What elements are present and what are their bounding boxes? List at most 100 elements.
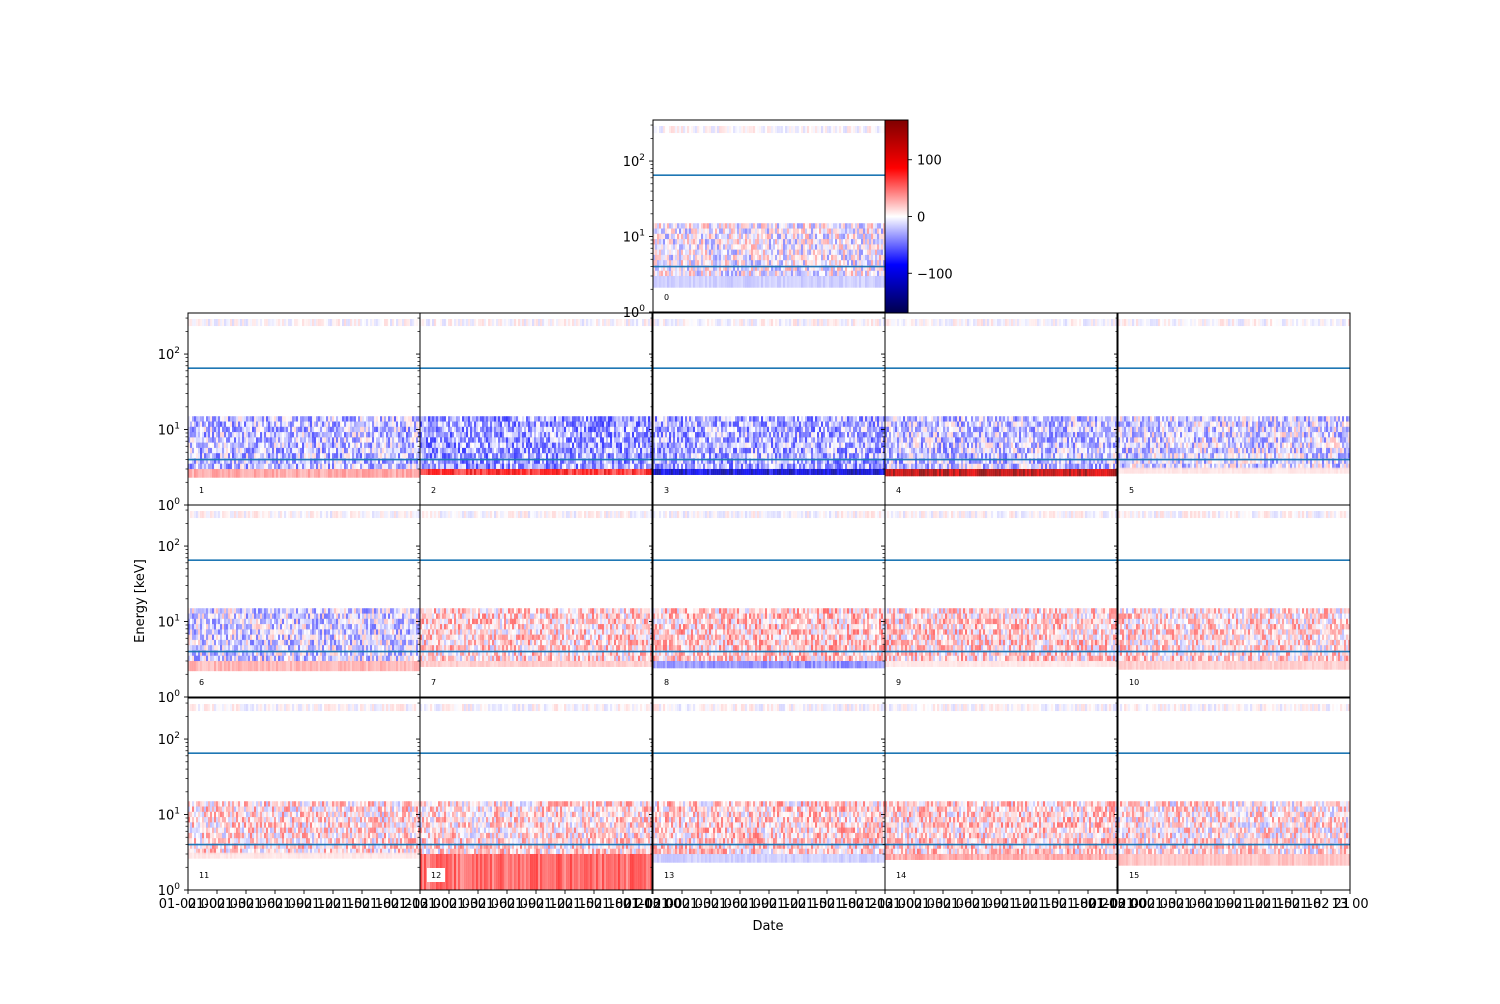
heatmap-cell xyxy=(745,234,747,240)
heatmap-cell xyxy=(855,223,857,229)
heatmap-cell xyxy=(494,319,496,326)
heatmap-cell xyxy=(640,319,642,326)
heatmap-cell xyxy=(779,223,781,229)
heatmap-cell xyxy=(550,319,552,326)
heatmap-cell xyxy=(600,432,602,438)
heatmap-cell xyxy=(705,427,707,433)
heatmap-cell xyxy=(749,244,751,250)
heatmap-cell xyxy=(382,432,384,438)
heatmap-cell xyxy=(777,416,779,422)
heatmap-cell xyxy=(464,453,466,459)
heatmap-cell xyxy=(472,443,474,449)
heatmap-cell xyxy=(665,422,667,428)
heatmap-cell xyxy=(480,319,482,326)
heatmap-cell xyxy=(242,427,244,433)
heatmap-cell xyxy=(819,126,821,133)
heatmap-cell xyxy=(380,448,382,454)
heatmap-cell xyxy=(590,437,592,443)
heatmap-cell xyxy=(697,464,699,470)
heatmap-cell xyxy=(472,416,474,422)
heatmap-cell xyxy=(334,448,336,454)
heatmap-cell xyxy=(252,464,254,470)
heatmap-cell xyxy=(763,234,765,240)
heatmap-cell xyxy=(807,229,809,235)
heatmap-cell xyxy=(622,432,624,438)
heatmap-cell xyxy=(741,427,743,433)
heatmap-cell xyxy=(685,271,687,277)
heatmap-cell xyxy=(534,319,536,326)
heatmap-cell xyxy=(210,453,212,459)
heatmap-cell xyxy=(392,416,394,422)
heatmap-cell xyxy=(454,453,456,459)
heatmap-cell xyxy=(292,453,294,459)
heatmap-cell xyxy=(669,469,671,475)
heatmap-cell xyxy=(632,443,634,449)
heatmap-cell xyxy=(759,271,761,277)
heatmap-cell xyxy=(655,448,657,454)
heatmap-cell xyxy=(789,271,791,277)
heatmap-cell xyxy=(777,443,779,449)
heatmap-cell xyxy=(707,260,709,266)
heatmap-cell xyxy=(302,453,304,459)
heatmap-cell xyxy=(799,126,801,133)
heatmap-cell xyxy=(310,464,312,470)
heatmap-cell xyxy=(392,437,394,443)
heatmap-cell xyxy=(695,239,697,245)
heatmap-cell xyxy=(669,239,671,245)
heatmap-cell xyxy=(544,319,546,326)
heatmap-cell xyxy=(310,319,312,326)
heatmap-cell xyxy=(793,244,795,250)
heatmap-cell xyxy=(444,437,446,443)
heatmap-cell xyxy=(556,319,558,326)
heatmap-cell xyxy=(657,244,659,250)
heatmap-cell xyxy=(472,453,474,459)
heatmap-cell xyxy=(572,422,574,428)
heatmap-cell xyxy=(490,427,492,433)
heatmap-cell xyxy=(464,469,466,475)
heatmap-cell xyxy=(566,469,568,475)
heatmap-cell xyxy=(679,416,681,422)
heatmap-cell xyxy=(228,319,230,326)
heatmap-cell xyxy=(426,432,428,438)
heatmap-cell xyxy=(675,234,677,240)
heatmap-cell xyxy=(685,427,687,433)
heatmap-cell xyxy=(825,239,827,245)
heatmap-cell xyxy=(468,416,470,422)
heatmap-cell xyxy=(661,244,663,250)
heatmap-cell xyxy=(636,416,638,422)
heatmap-cell xyxy=(763,223,765,229)
heatmap-cell xyxy=(488,469,490,475)
heatmap-cell xyxy=(661,319,663,326)
heatmap-cell xyxy=(452,453,454,459)
heatmap-cell xyxy=(424,319,426,326)
heatmap-cell xyxy=(334,427,336,433)
heatmap-cell xyxy=(546,453,548,459)
heatmap-cell xyxy=(795,271,797,277)
heatmap-cell xyxy=(404,422,406,428)
heatmap-cell xyxy=(638,453,640,459)
heatmap-cell xyxy=(578,464,580,470)
heatmap-cell xyxy=(869,271,871,277)
heatmap-cell xyxy=(699,422,701,428)
heatmap-cell xyxy=(458,432,460,438)
heatmap-cell xyxy=(681,126,683,133)
heatmap-cell xyxy=(610,437,612,443)
heatmap-cell xyxy=(260,453,262,459)
heatmap-cell xyxy=(713,427,715,433)
heatmap-cell xyxy=(865,223,867,229)
heatmap-cell xyxy=(753,260,755,266)
heatmap-cell xyxy=(518,416,520,422)
heatmap-cell xyxy=(761,319,763,326)
heatmap-cell xyxy=(620,448,622,454)
heatmap-cell xyxy=(620,469,622,475)
heatmap-cell xyxy=(683,432,685,438)
heatmap-cell xyxy=(775,319,777,326)
heatmap-cell xyxy=(254,448,256,454)
heatmap-cell xyxy=(332,464,334,470)
heatmap-cell xyxy=(735,239,737,245)
heatmap-cell xyxy=(392,427,394,433)
heatmap-cell xyxy=(659,443,661,449)
heatmap-cell xyxy=(242,319,244,326)
heatmap-cell xyxy=(286,422,288,428)
heatmap-cell xyxy=(618,432,620,438)
